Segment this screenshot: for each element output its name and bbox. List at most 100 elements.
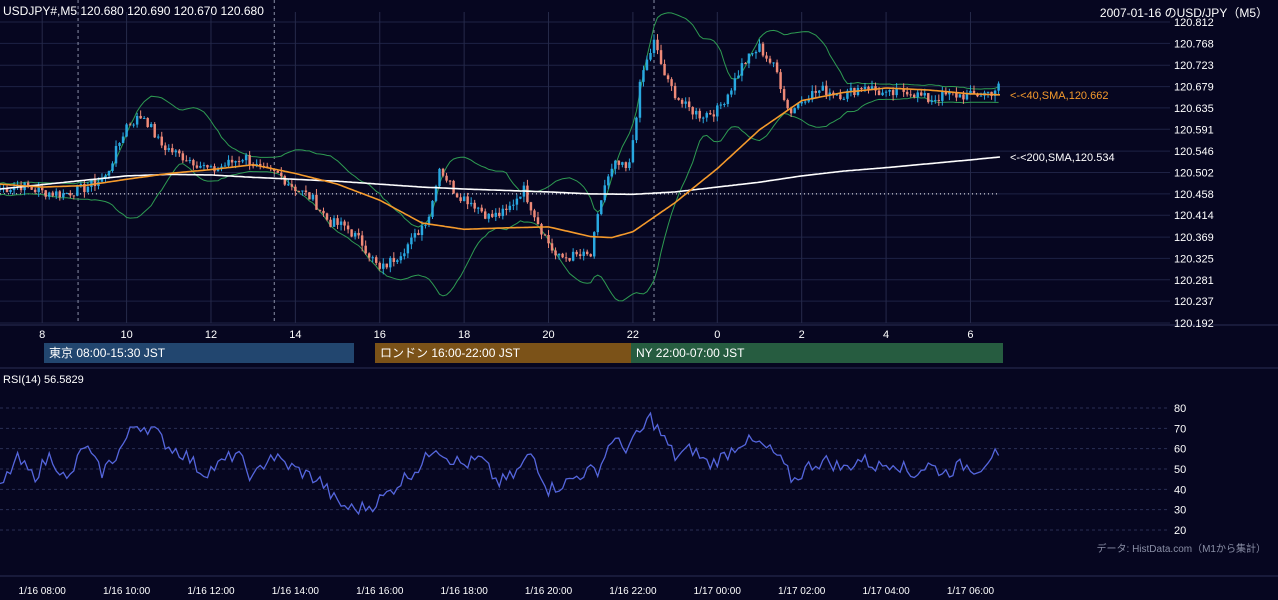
rsi-grid: [0, 407, 1170, 531]
candle-body: [487, 213, 490, 219]
candle-body: [403, 253, 406, 257]
candle-body: [192, 160, 195, 166]
candle-body: [863, 86, 867, 90]
candle-body: [543, 234, 547, 236]
candle-body: [754, 51, 758, 54]
candle-body: [561, 253, 564, 258]
candle-body: [593, 232, 596, 257]
price-tick-label: 120.502: [1174, 168, 1214, 180]
candle-body: [526, 185, 529, 203]
candle-body: [466, 196, 469, 205]
candle-body: [779, 72, 782, 90]
candle-body: [33, 189, 37, 193]
candle-body: [575, 251, 578, 255]
candle-body: [223, 165, 227, 167]
bollinger-lower: [0, 96, 999, 302]
bollinger-bands: [0, 12, 999, 302]
candle-body: [353, 232, 357, 237]
candle-body: [758, 43, 761, 52]
rsi-tick-label: 40: [1174, 484, 1186, 496]
chart-title: 2007-01-16 のUSD/JPY（M5）: [1099, 6, 1268, 20]
candle-body: [811, 91, 814, 100]
candle-body: [230, 159, 234, 163]
candle-body: [621, 162, 624, 165]
candle-body: [322, 210, 325, 214]
candle-body: [469, 202, 473, 205]
symbol-quote-line: USDJPY#,M5 120.680 120.690 120.670 120.6…: [3, 4, 264, 18]
candle-body: [860, 87, 863, 90]
candle-body: [209, 166, 213, 168]
candle-body: [287, 184, 290, 186]
candle-body: [9, 190, 12, 192]
candle-body: [536, 217, 540, 225]
rsi-tick-label: 30: [1174, 505, 1186, 517]
candle-body: [417, 233, 420, 236]
rsi-tick-label: 50: [1174, 464, 1186, 476]
candle-body: [793, 108, 796, 114]
candle-body: [730, 90, 733, 95]
candle-body: [568, 257, 571, 261]
candle-body: [290, 184, 294, 187]
candle-body: [448, 180, 452, 182]
candle-body: [649, 52, 652, 60]
candle-body: [825, 85, 828, 95]
time-tick-label: 1/16 10:00: [103, 586, 151, 597]
candle-body: [399, 256, 403, 261]
candle-body: [153, 124, 156, 138]
candle-body: [927, 93, 930, 103]
candle-body: [139, 115, 142, 119]
candle-body: [564, 257, 568, 259]
candle-body: [434, 186, 438, 201]
candle-body: [276, 170, 280, 173]
candle-body: [79, 183, 83, 186]
candle-body: [107, 170, 111, 176]
candle-body: [867, 86, 870, 90]
candle-body: [473, 202, 476, 209]
candle-body: [786, 99, 789, 109]
candle-body: [884, 91, 888, 93]
candle-body: [195, 165, 199, 168]
candle-body: [343, 221, 346, 226]
hour-axis-labels: 8 10 12 14 16 18 20 22 0 2 4 6: [39, 329, 973, 341]
candle-body: [666, 75, 670, 80]
candle-body: [424, 224, 427, 226]
candle-body: [111, 163, 114, 171]
candle-body: [315, 194, 318, 210]
candle-body: [733, 78, 737, 91]
rsi-tick-label: 80: [1174, 403, 1186, 415]
candle-body: [937, 99, 941, 101]
price-tick-label: 120.679: [1174, 82, 1214, 94]
candle-body: [258, 163, 262, 167]
candle-body: [659, 50, 663, 64]
candle-body: [761, 43, 765, 56]
candle-body: [508, 205, 512, 210]
candle-body: [610, 168, 614, 177]
hour-tick-label: 2: [799, 329, 805, 341]
data-credit: データ: HistData.com（M1から集計）: [1096, 544, 1266, 555]
candle-body: [494, 212, 498, 217]
candle-body: [747, 53, 751, 64]
candle-body: [132, 124, 135, 126]
candle-body: [905, 91, 909, 95]
candle-body: [167, 148, 171, 150]
candle-body: [118, 142, 121, 146]
candle-body: [955, 92, 958, 98]
hour-tick-label: 18: [458, 329, 470, 341]
price-tick-label: 120.192: [1174, 318, 1214, 330]
candle-body: [12, 187, 16, 191]
hour-tick-label: 10: [120, 329, 132, 341]
candle-body: [673, 85, 677, 99]
candle-body: [515, 198, 519, 205]
sma40-line: [0, 87, 1000, 239]
time-tick-label: 1/16 22:00: [609, 586, 657, 597]
candle-body: [972, 90, 976, 94]
candle-body: [891, 90, 895, 96]
candle-body: [993, 90, 997, 96]
candle-body: [603, 185, 607, 201]
candle-body: [846, 90, 849, 99]
candle-body: [76, 185, 79, 196]
moving-averages: [0, 87, 1001, 239]
candle-body: [726, 94, 730, 104]
candle-body: [142, 118, 146, 120]
candle-body: [188, 160, 192, 162]
